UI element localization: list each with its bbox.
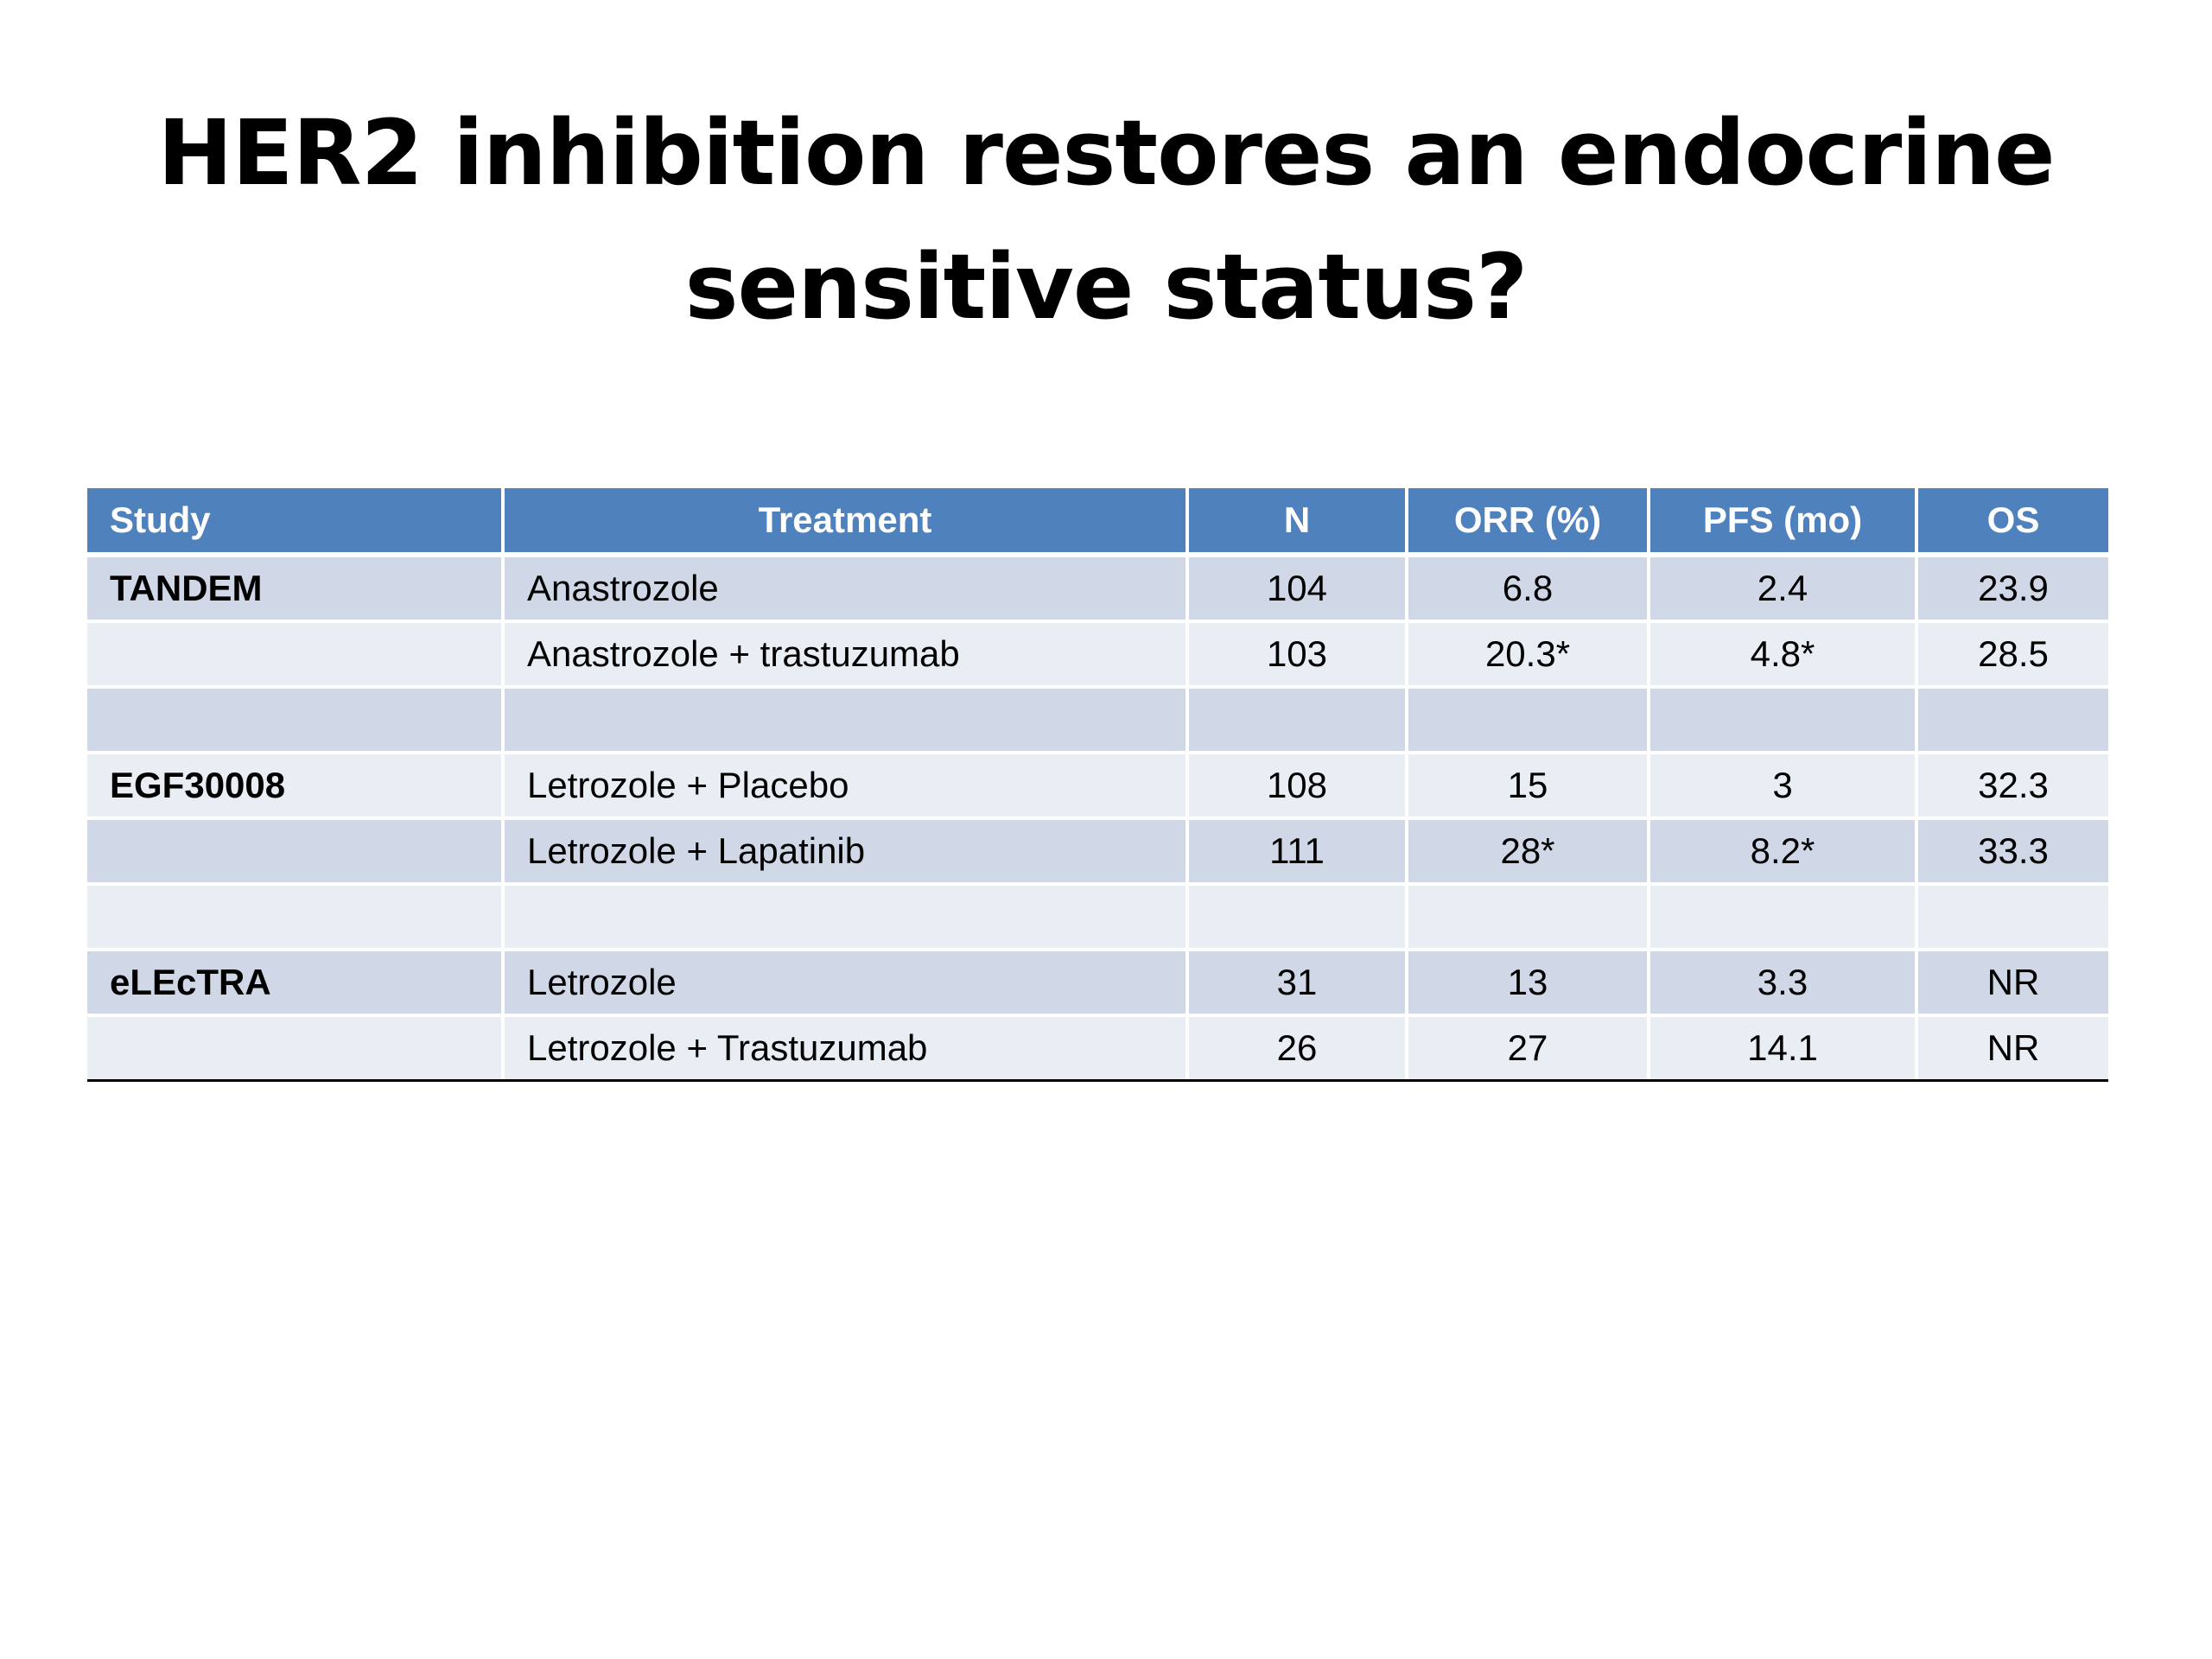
study-results-table: Study Treatment N ORR (%) PFS (mo) OS TA… [87, 488, 2108, 1082]
header-pfs: PFS (mo) [1650, 488, 1918, 557]
cell-orr [1408, 689, 1650, 754]
table-row-spacer [87, 689, 2108, 754]
cell-study [87, 820, 505, 886]
cell-orr: 15 [1408, 754, 1650, 820]
cell-os [1918, 886, 2108, 951]
header-treatment: Treatment [505, 488, 1189, 557]
header-n: N [1189, 488, 1408, 557]
cell-pfs [1650, 886, 1918, 951]
cell-treatment: Anastrozole [505, 557, 1189, 623]
cell-pfs [1650, 689, 1918, 754]
cell-n: 103 [1189, 623, 1408, 689]
cell-pfs: 3.3 [1650, 951, 1918, 1017]
cell-os: 28.5 [1918, 623, 2108, 689]
cell-n: 31 [1189, 951, 1408, 1017]
cell-pfs: 14.1 [1650, 1017, 1918, 1079]
cell-orr: 27 [1408, 1017, 1650, 1079]
cell-n: 108 [1189, 754, 1408, 820]
cell-n [1189, 886, 1408, 951]
cell-orr: 20.3* [1408, 623, 1650, 689]
cell-n [1189, 689, 1408, 754]
cell-n: 111 [1189, 820, 1408, 886]
table-row: Letrozole + Trastuzumab 26 27 14.1 NR [87, 1017, 2108, 1079]
cell-treatment: Letrozole + Trastuzumab [505, 1017, 1189, 1079]
cell-treatment: Letrozole [505, 951, 1189, 1017]
table-row: Anastrozole + trastuzumab 103 20.3* 4.8*… [87, 623, 2108, 689]
cell-orr: 6.8 [1408, 557, 1650, 623]
header-study: Study [87, 488, 505, 557]
cell-study: EGF30008 [87, 754, 505, 820]
cell-study [87, 689, 505, 754]
cell-n: 104 [1189, 557, 1408, 623]
cell-orr: 28* [1408, 820, 1650, 886]
cell-os [1918, 689, 2108, 754]
table-row: EGF30008 Letrozole + Placebo 108 15 3 32… [87, 754, 2108, 820]
slide-title-line-1: HER2 inhibition restores an endocrine [157, 100, 2055, 206]
cell-orr [1408, 886, 1650, 951]
cell-treatment: Letrozole + Placebo [505, 754, 1189, 820]
cell-study [87, 623, 505, 689]
cell-study [87, 1017, 505, 1079]
cell-treatment: Anastrozole + trastuzumab [505, 623, 1189, 689]
header-os: OS [1918, 488, 2108, 557]
cell-pfs: 2.4 [1650, 557, 1918, 623]
cell-treatment [505, 689, 1189, 754]
cell-pfs: 3 [1650, 754, 1918, 820]
cell-os: 23.9 [1918, 557, 2108, 623]
cell-os: NR [1918, 1017, 2108, 1079]
cell-n: 26 [1189, 1017, 1408, 1079]
slide-title: HER2 inhibition restores an endocrine se… [0, 86, 2212, 354]
cell-orr: 13 [1408, 951, 1650, 1017]
table-header-row: Study Treatment N ORR (%) PFS (mo) OS [87, 488, 2108, 557]
cell-pfs: 8.2* [1650, 820, 1918, 886]
cell-study [87, 886, 505, 951]
cell-study: TANDEM [87, 557, 505, 623]
header-orr: ORR (%) [1408, 488, 1650, 557]
cell-treatment [505, 886, 1189, 951]
cell-treatment: Letrozole + Lapatinib [505, 820, 1189, 886]
table-row: eLEcTRA Letrozole 31 13 3.3 NR [87, 951, 2108, 1017]
table-row: TANDEM Anastrozole 104 6.8 2.4 23.9 [87, 557, 2108, 623]
cell-os: 33.3 [1918, 820, 2108, 886]
cell-pfs: 4.8* [1650, 623, 1918, 689]
cell-os: NR [1918, 951, 2108, 1017]
cell-study: eLEcTRA [87, 951, 505, 1017]
table-row: Letrozole + Lapatinib 111 28* 8.2* 33.3 [87, 820, 2108, 886]
slide-title-line-2: sensitive status? [684, 234, 1529, 340]
cell-os: 32.3 [1918, 754, 2108, 820]
table-row-spacer [87, 886, 2108, 951]
